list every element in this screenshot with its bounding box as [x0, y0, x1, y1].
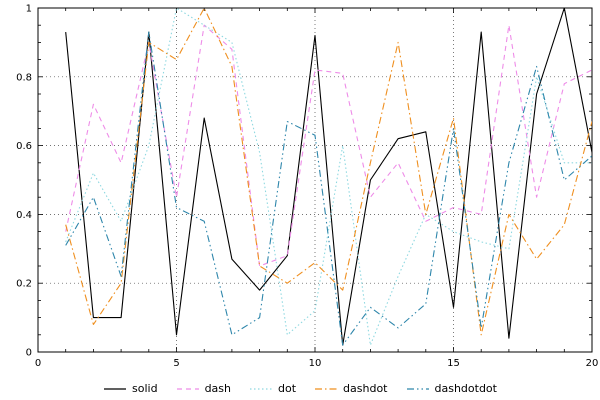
- legend-label-dash: dash: [204, 382, 232, 395]
- legend-item-dash: dash: [176, 382, 231, 395]
- legend-item-dashdot: dashdot: [314, 382, 388, 395]
- legend-label-solid: solid: [132, 382, 158, 395]
- x-tick-label: 0: [35, 358, 41, 369]
- legend-label-dashdotdot: dashdotdot: [434, 382, 497, 395]
- y-tick-label: 0.6: [16, 141, 32, 152]
- y-tick-label: 0.4: [16, 210, 32, 221]
- series-line-dashdotdot: [65, 31, 592, 346]
- line-chart: 0 5 10 15 20 0 0.2 0.4 0.6 0.8 1: [16, 4, 599, 370]
- x-tick-label: 10: [309, 358, 322, 369]
- legend-label-dashdot: dashdot: [343, 382, 388, 395]
- series-line-solid: [65, 8, 592, 346]
- series-line-dash: [65, 24, 592, 267]
- x-tick-label: 20: [586, 358, 599, 369]
- legend-line-sample-dot: [250, 387, 273, 390]
- legend-line-sample-dash: [176, 387, 199, 390]
- legend-label-dot: dot: [278, 382, 297, 395]
- series-line-dashdot: [65, 8, 592, 336]
- y-tick-label: 0: [26, 348, 32, 359]
- chart-legend: solid dash dot dashdot dashdotdot: [0, 382, 600, 395]
- x-tick-label: 5: [173, 358, 179, 369]
- legend-item-dot: dot: [249, 382, 296, 395]
- legend-line-sample-solid: [104, 387, 127, 390]
- y-tick-label: 1: [26, 4, 32, 15]
- legend-item-solid: solid: [103, 382, 158, 395]
- y-tick-label: 0.2: [16, 279, 32, 290]
- legend-line-sample-dashdot: [315, 387, 338, 390]
- legend-item-dashdotdot: dashdotdot: [406, 382, 497, 395]
- y-tick-label: 0.8: [16, 72, 32, 83]
- x-tick-label: 15: [447, 358, 460, 369]
- legend-line-sample-dashdotdot: [406, 387, 429, 390]
